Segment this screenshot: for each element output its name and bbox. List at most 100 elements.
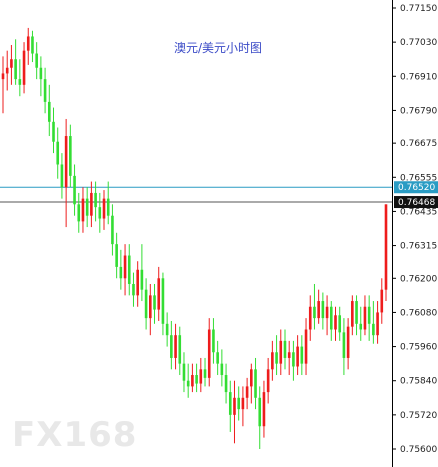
candle-body-up <box>191 375 194 387</box>
candle-body-up <box>64 136 68 188</box>
candle-body-up <box>102 198 106 219</box>
candle-body-up <box>81 198 85 222</box>
candle-body-down <box>329 306 333 330</box>
candle-body-down <box>313 306 316 319</box>
watermark-logo: FX168 <box>12 415 137 455</box>
candle-body-up <box>10 59 13 68</box>
candle-body-down <box>342 332 346 358</box>
candle-body-down <box>115 244 118 267</box>
candle-body-down <box>140 269 144 290</box>
candle-body-up <box>207 329 211 378</box>
candle-body-down <box>165 323 169 336</box>
candle-body-up <box>26 36 30 51</box>
candle-body-down <box>31 36 34 54</box>
candle-body-up <box>157 278 161 310</box>
candle-body-up <box>199 369 203 384</box>
candle-body-down <box>106 198 110 216</box>
candle-body-up <box>363 306 367 330</box>
y-tick-label: 0.76555 <box>400 173 437 183</box>
candle-body-down <box>73 175 76 205</box>
candle-body-down <box>52 121 55 142</box>
candle-body-down <box>359 323 363 330</box>
y-tick-label: 0.77150 <box>400 4 437 14</box>
price-tag-bid-label: 0.76520 <box>398 183 435 193</box>
price-tag-last: 0.76468 <box>394 196 438 209</box>
candle-body-up <box>271 352 274 370</box>
price-axis-ticks: 0.77150 0.77030 0.76910 0.76790 0.76675 0.765… <box>392 4 437 455</box>
candle-body-down <box>43 79 47 102</box>
candle-body-up <box>296 346 299 367</box>
price-tag-last-label: 0.76468 <box>398 198 435 208</box>
price-tag-bid: 0.76520 <box>394 181 438 194</box>
candle-body-down <box>254 369 257 398</box>
y-tick-label: 0.76790 <box>400 106 437 116</box>
candle-body-down <box>372 323 375 336</box>
candle-body-up <box>22 50 26 85</box>
y-tick-label: 0.75600 <box>400 445 437 455</box>
candle-body-up <box>334 315 337 330</box>
candle-body-down <box>161 278 165 324</box>
candle-body-down <box>14 59 17 80</box>
candle-body-down <box>119 266 123 279</box>
candle-body-down <box>300 346 304 364</box>
candle-body-up <box>245 386 249 398</box>
y-tick-label: 0.76080 <box>400 308 437 318</box>
candle-body-down <box>35 53 38 68</box>
candle-body-down <box>195 375 198 384</box>
candle-body-up <box>1 73 5 80</box>
candle-body-down <box>224 375 228 393</box>
candle-body-down <box>144 289 148 319</box>
candle-body-down <box>203 369 207 378</box>
candle-body-down <box>170 335 173 358</box>
candle-body-down <box>178 335 182 364</box>
candle-body-down <box>220 363 224 376</box>
y-tick-label: 0.77030 <box>400 38 437 48</box>
candle-body-down <box>47 101 51 122</box>
y-tick-label: 0.76315 <box>400 242 437 252</box>
candle-body-down <box>355 301 358 324</box>
chart-title: 澳元/美元小时图 <box>174 41 262 55</box>
candle-body-up <box>279 340 283 364</box>
candle-body-down <box>94 192 97 208</box>
candle-body-down <box>85 198 89 216</box>
candle-body-down <box>60 164 64 188</box>
candle-body-down <box>56 141 60 165</box>
candle-body-down <box>228 392 232 415</box>
candle-body-down <box>182 363 186 381</box>
candle-body-up <box>5 67 9 74</box>
candle-body-down <box>18 79 22 85</box>
candle-body-down <box>186 380 190 387</box>
candle-body-up <box>136 269 139 296</box>
candle-body-up <box>380 289 384 313</box>
candle-body-up <box>174 335 177 358</box>
candle-body-down <box>292 352 295 367</box>
y-tick-label: 0.75960 <box>400 343 437 353</box>
candle-body-down <box>39 67 43 80</box>
candle-body-up <box>149 295 152 319</box>
y-tick-label: 0.76200 <box>400 274 437 284</box>
candle-body-down <box>212 329 215 353</box>
candle-body-down <box>275 352 278 364</box>
candle-body-up <box>241 397 245 410</box>
candle-body-up <box>346 326 350 358</box>
candle-body-up <box>376 312 379 336</box>
candle-body-down <box>367 306 371 324</box>
candle-body-up <box>233 397 236 415</box>
candle-body-up <box>266 369 270 393</box>
y-tick-label: 0.75720 <box>400 411 437 421</box>
candle-body-up <box>287 352 291 358</box>
candle-body-up <box>384 204 388 290</box>
candle-body-down <box>77 204 81 222</box>
candle-body-up <box>325 306 329 319</box>
candle-body-up <box>304 329 308 364</box>
candle-body-down <box>216 352 219 364</box>
candle-body-down <box>237 397 240 410</box>
y-tick-label: 0.76910 <box>400 72 437 82</box>
candle-body-down <box>69 136 72 176</box>
candle-body-down <box>132 283 135 296</box>
candle-body-down <box>127 255 131 284</box>
candle-body-up <box>351 301 354 327</box>
candle-body-down <box>98 207 102 219</box>
